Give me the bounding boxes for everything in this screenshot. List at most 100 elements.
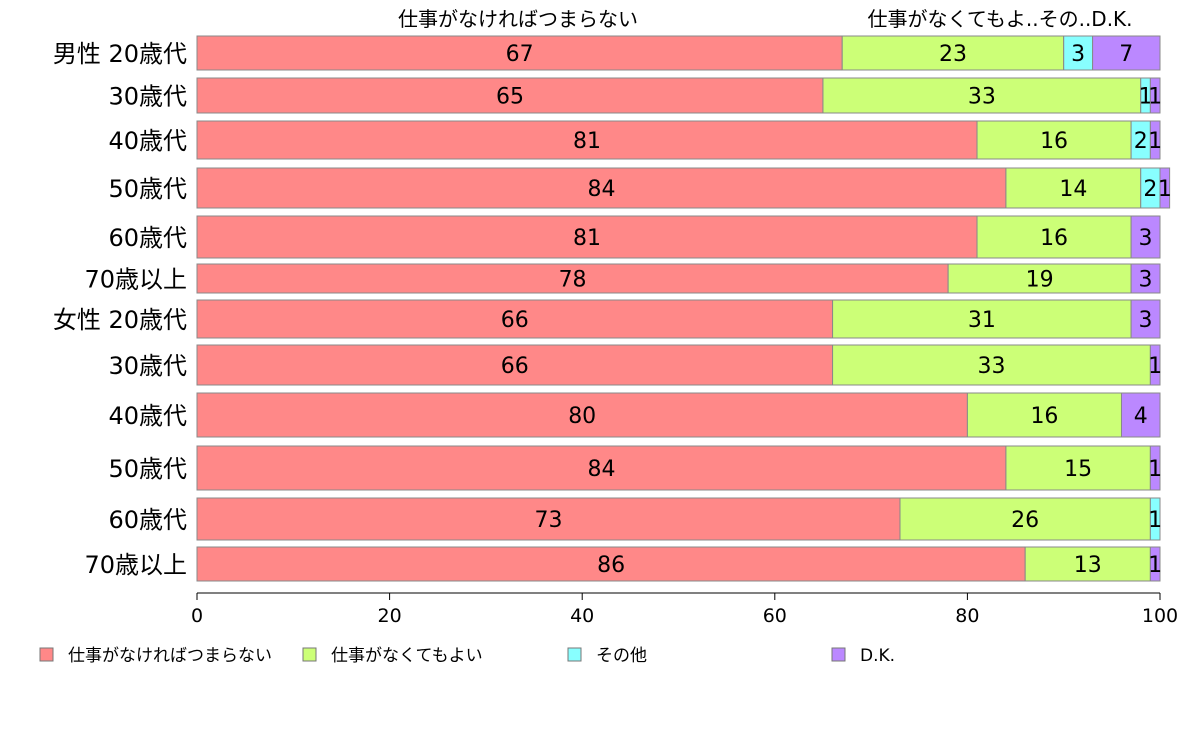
bar-row: 30歳代 65 33 11 (108, 77, 1162, 114)
bar-segment (1149, 120, 1161, 160)
data-label: 3 (1139, 308, 1153, 333)
x-tick-label: 0 (191, 605, 203, 627)
legend-item: 仕事がなくてもよい (302, 646, 483, 666)
bar-row: 50歳代 84 14 2 1 (108, 167, 1172, 209)
data-label: 1 (1139, 85, 1153, 110)
bar-segment (947, 263, 1132, 294)
bar-row: 女性 20歳代 66 31 3 (53, 299, 1161, 339)
bar-segment (1149, 497, 1161, 541)
data-label: 16 (1030, 404, 1058, 429)
x-tick-label: 100 (1142, 605, 1178, 627)
data-label: 2 (1134, 129, 1148, 154)
category-label: 女性 20歳代 (53, 306, 187, 334)
bar-row: 60歳代 81 16 3 (108, 215, 1161, 259)
bar-row: 70歳以上 86 13 1 (84, 546, 1162, 582)
bar-row: 70歳以上 78 19 3 (84, 263, 1161, 294)
column-header-main: 仕事がなければつまらない (398, 7, 638, 31)
data-label: 15 (1064, 457, 1092, 482)
x-tick-label: 80 (955, 605, 979, 627)
data-label: 78 (559, 268, 587, 293)
data-label: 1 (1148, 457, 1162, 482)
data-label: 1 (1148, 553, 1162, 578)
data-label: 1 (1148, 85, 1162, 110)
data-label: 3 (1071, 42, 1085, 67)
bar-segment (1120, 392, 1161, 438)
data-label: 66 (501, 354, 529, 379)
bar-row: 男性 20歳代 67 23 3 7 (53, 35, 1161, 71)
category-label: 50歳代 (108, 455, 187, 483)
data-label: 3 (1139, 226, 1153, 251)
bar-segment (196, 35, 843, 71)
bar-segment (1063, 35, 1094, 71)
legend-label: 仕事がなくてもよい (331, 646, 483, 666)
column-header-rest: 仕事がなくてもよ..その..D.K. (867, 7, 1132, 31)
data-label: 14 (1059, 177, 1087, 202)
data-label: 65 (496, 85, 524, 110)
legend-swatch (567, 647, 582, 662)
data-label: 66 (501, 308, 529, 333)
bar-segment (899, 497, 1151, 541)
bar-row: 40歳代 80 16 4 (108, 392, 1161, 438)
bar-segment (196, 392, 968, 438)
category-label: 60歳代 (108, 224, 187, 252)
data-label: 23 (939, 42, 967, 67)
bar-segment (1149, 77, 1161, 114)
bar-segment (196, 77, 824, 114)
data-label: 1 (1148, 129, 1162, 154)
data-label: 1 (1148, 354, 1162, 379)
bar-segment (196, 167, 1007, 209)
data-label: 16 (1040, 226, 1068, 251)
data-label: 84 (587, 457, 615, 482)
bar-row: 30歳代 66 33 1 (108, 344, 1162, 386)
data-label: 26 (1011, 508, 1039, 533)
legend-swatch (302, 647, 317, 662)
bar-segment (1005, 445, 1151, 491)
data-label: 7 (1119, 42, 1133, 67)
bar-segment (1149, 344, 1161, 386)
category-label: 男性 20歳代 (53, 40, 187, 68)
data-label: 33 (968, 85, 996, 110)
data-label: 81 (573, 129, 601, 154)
bar-segment (841, 35, 1065, 71)
category-label: 50歳代 (108, 175, 187, 203)
category-label: 40歳代 (108, 402, 187, 430)
data-label: 1 (1148, 508, 1162, 533)
category-label: 30歳代 (108, 352, 187, 380)
data-label: 3 (1139, 268, 1153, 293)
data-label: 33 (977, 354, 1005, 379)
data-label: 73 (534, 508, 562, 533)
legend-label: D.K. (860, 646, 895, 666)
category-label: 70歳以上 (84, 266, 187, 294)
data-label: 4 (1134, 404, 1148, 429)
bar-segment (196, 215, 978, 259)
bar-segment (196, 546, 1026, 582)
legend-item: その他 (567, 646, 647, 666)
bar-segment (1130, 215, 1161, 259)
legend-swatch (39, 647, 54, 662)
bar-segment (1149, 445, 1161, 491)
category-label: 60歳代 (108, 506, 187, 534)
legend-item: 仕事がなければつまらない (39, 646, 272, 666)
x-tick-label: 60 (763, 605, 787, 627)
bar-segment (1159, 167, 1171, 209)
bar-segment (1149, 546, 1161, 582)
category-label: 30歳代 (108, 83, 187, 111)
category-label: 40歳代 (108, 127, 187, 155)
data-label: 2 (1143, 177, 1157, 202)
bar-segment (196, 263, 949, 294)
legend-swatch (831, 647, 846, 662)
bar-segment (822, 77, 1142, 114)
bar-segment (196, 299, 834, 339)
data-label: 19 (1026, 268, 1054, 293)
x-axis: 0 20 40 60 80 100 (191, 592, 1178, 627)
bar-segment (1130, 299, 1161, 339)
bar-segment (966, 392, 1122, 438)
legend-label: その他 (596, 646, 647, 666)
data-label: 86 (597, 553, 625, 578)
bar-segment (1092, 35, 1161, 71)
legend: 仕事がなければつまらない 仕事がなくてもよい その他 D.K. (39, 646, 895, 666)
bar-segment (1005, 167, 1142, 209)
bar-segment (1130, 263, 1161, 294)
bar-segment (832, 299, 1132, 339)
